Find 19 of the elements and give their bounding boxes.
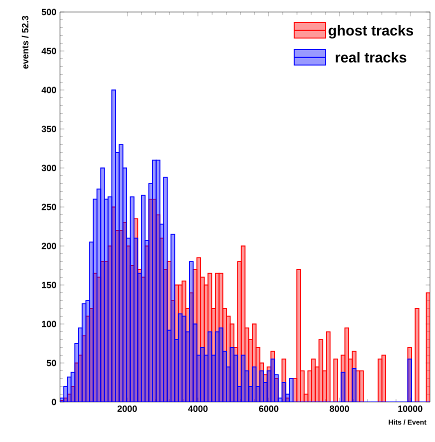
y-tick-label: 250 (42, 204, 56, 210)
x-tick-label: 2000 (118, 406, 137, 412)
y-tick-label: 0 (52, 398, 56, 406)
x-tick-label: 6000 (259, 406, 278, 412)
y-tick-label: 500 (42, 8, 56, 16)
x-tick-label: 4000 (188, 406, 208, 412)
x-tick-label: 8000 (330, 406, 350, 412)
y-tick-label: 150 (42, 282, 56, 288)
y-tick-label: 300 (42, 164, 56, 172)
y-tick-label: 50 (46, 360, 56, 366)
legend-label: ghost tracks (328, 25, 414, 39)
y-tick-label: 450 (42, 48, 56, 54)
y-tick-label: 200 (42, 242, 56, 250)
x-tick-label: 10000 (398, 406, 422, 412)
legend-label: real tracks (336, 52, 406, 63)
y-axis-title: events / 52.3 (22, 16, 28, 69)
y-tick-label: 400 (42, 86, 56, 94)
y-tick-label: 100 (42, 320, 56, 328)
y-tick-label: 350 (42, 126, 56, 132)
